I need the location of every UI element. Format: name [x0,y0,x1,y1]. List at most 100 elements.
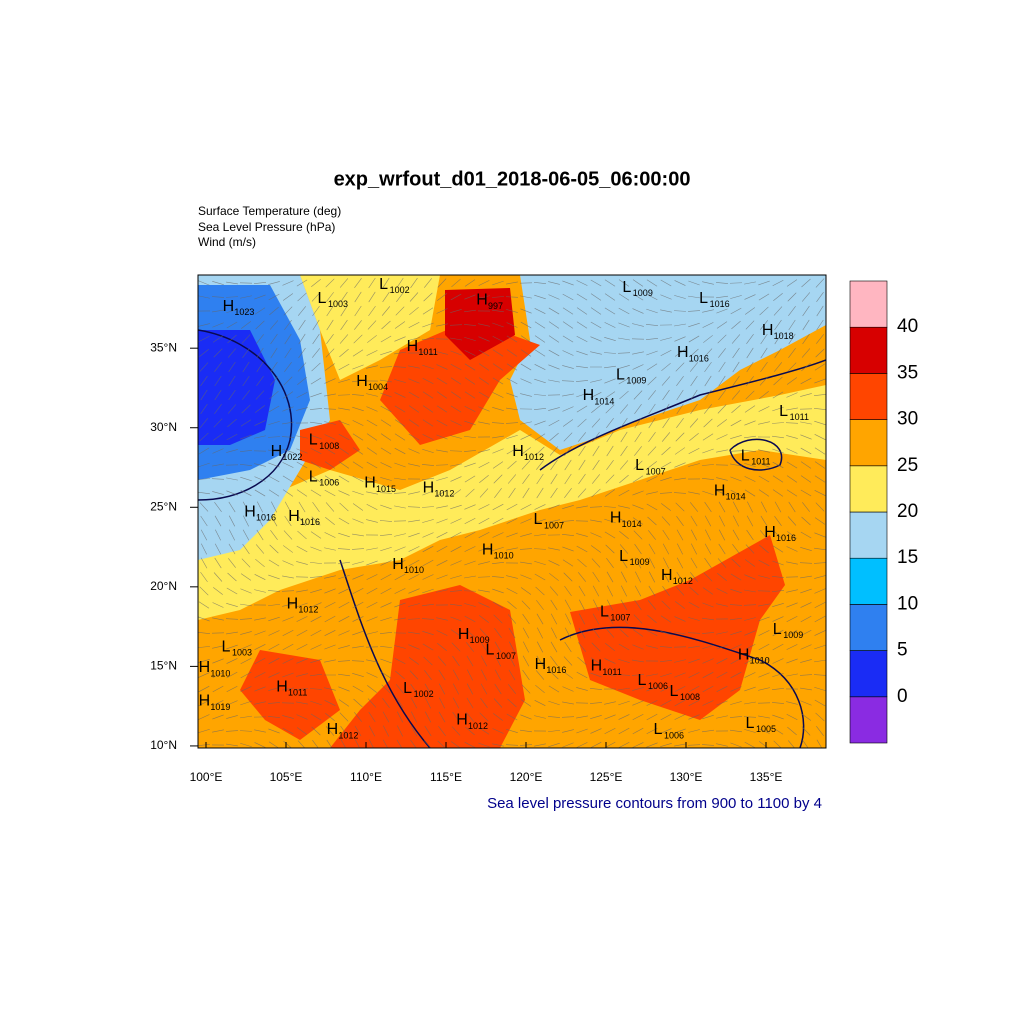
colorbar-label: 20 [897,501,918,522]
center-type: L [222,639,231,656]
colorbar-box [850,466,887,512]
center-value: 1016 [300,517,320,527]
center-type: H [535,656,547,673]
center-type: L [309,468,318,485]
center-type: H [364,475,376,492]
center-value: 1016 [546,665,566,675]
center-type: H [356,373,368,390]
center-value: 1010 [750,656,770,666]
center-type: L [379,276,388,293]
colorbar-box [850,420,887,466]
center-value: 1011 [751,457,770,467]
center-value: 1016 [689,353,709,363]
title: exp_wrfout_d01_2018-06-05_06:00:00 [334,168,691,190]
x-tick-label: 110°E [350,770,382,784]
center-type: H [714,483,726,500]
center-value: 1022 [282,452,302,462]
center-type: L [616,366,625,383]
center-value: 1002 [414,689,434,699]
x-tick-label: 115°E [430,770,462,784]
center-type: H [738,646,750,663]
center-type: H [223,298,235,315]
center-value: 1012 [338,730,358,740]
x-tick-label: 135°E [750,770,783,784]
center-value: 1002 [390,285,410,295]
center-value: 1007 [544,520,564,530]
x-tick-label: 130°E [670,770,703,784]
center-value: 1007 [610,613,630,623]
center-value: 1012 [468,721,488,731]
center-value: 1011 [790,412,809,422]
center-value: 1016 [710,299,730,309]
center-value: 1003 [328,299,348,309]
center-type: L [654,721,663,738]
center-value: 1006 [319,477,339,487]
x-tick-label: 105°E [270,770,303,784]
colorbar-box [850,558,887,604]
center-value: 1014 [594,396,614,406]
center-value: 1008 [680,692,700,702]
center-value: 1015 [376,484,396,494]
center-type: H [288,508,300,525]
center-value: 1011 [418,347,437,357]
center-value: 1014 [726,492,746,502]
center-type: H [458,626,470,643]
center-value: 1009 [783,630,803,640]
center-type: H [591,658,603,675]
center-type: H [762,322,774,339]
center-type: L [635,457,644,474]
center-value: 1012 [298,605,318,615]
center-type: L [638,672,647,689]
colorbar-label: 30 [897,409,918,430]
y-tick-label: 35°N [150,340,177,354]
x-tick-label: 120°E [510,770,543,784]
field-label: Wind (m/s) [198,235,256,249]
center-type: H [327,721,339,738]
center-value: 1006 [664,730,684,740]
center-type: H [392,556,404,573]
center-type: L [746,715,755,732]
y-tick-label: 10°N [150,738,177,752]
colorbar-box [850,651,887,697]
center-value: 1010 [210,668,230,678]
field-label: Sea Level Pressure (hPa) [198,220,335,234]
center-type: L [486,642,495,659]
colorbar-box [850,327,887,373]
center-value: 1011 [602,667,621,677]
colorbar-box [850,281,887,327]
center-value: 1003 [232,648,252,658]
center-value: 1018 [774,331,794,341]
center-type: H [677,344,689,361]
center-value: 1007 [496,651,516,661]
colorbar-label: 40 [897,316,918,337]
center-value: 1023 [234,307,254,317]
colorbar-box [850,697,887,743]
center-type: L [600,604,609,621]
center-value: 1009 [626,376,646,386]
center-value: 1012 [673,576,693,586]
center-value: 1012 [434,489,454,499]
center-type: L [741,448,750,465]
footer-note: Sea level pressure contours from 900 to … [487,795,822,812]
center-value: 1009 [630,557,650,567]
center-type: H [423,479,435,496]
center-type: H [476,292,488,309]
center-type: L [779,403,788,420]
center-value: 1009 [633,288,653,298]
colorbar-box [850,512,887,558]
center-type: H [199,693,211,710]
center-type: H [764,524,776,541]
center-value: 1016 [256,512,276,522]
center-value: 1011 [288,687,307,697]
center-type: H [610,510,622,527]
y-tick-label: 30°N [150,420,177,434]
x-tick-label: 125°E [590,770,623,784]
center-type: L [318,290,327,307]
colorbar-label: 10 [897,593,918,614]
y-tick-label: 25°N [150,499,177,513]
colorbar-label: 5 [897,640,908,661]
center-type: L [773,621,782,638]
center-type: H [287,596,299,613]
